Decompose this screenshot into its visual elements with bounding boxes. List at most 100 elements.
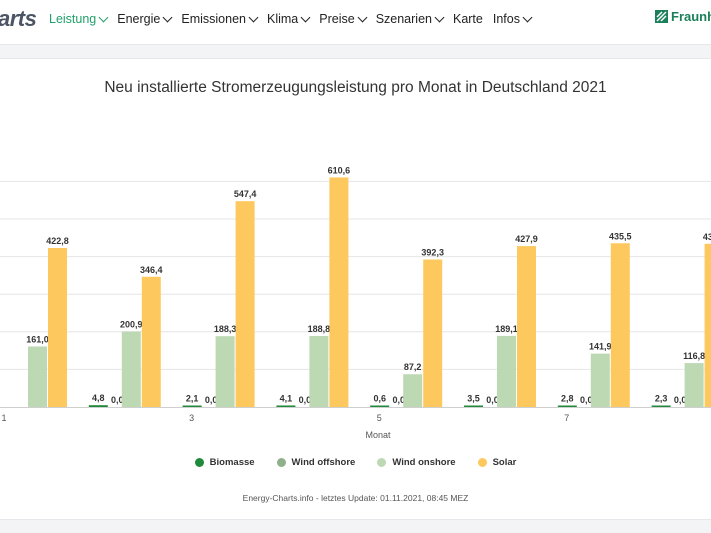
- data-label: 422,8: [46, 236, 69, 246]
- chart-card: Neu installierte Stromerzeugungsleistung…: [0, 58, 711, 520]
- bar-solar[interactable]: [141, 276, 161, 407]
- legend-marker: [194, 458, 204, 467]
- bar-wind-onshore[interactable]: [590, 353, 610, 407]
- data-label: 200,9: [120, 319, 143, 329]
- chevron-down-icon: [98, 12, 109, 23]
- data-label: 87,2: [404, 362, 422, 372]
- bar-wind-onshore[interactable]: [403, 374, 423, 407]
- bar-wind-onshore[interactable]: [121, 331, 141, 407]
- data-label: 0,0: [580, 395, 593, 405]
- data-label: 0,0: [392, 395, 405, 405]
- legend-marker: [477, 458, 487, 467]
- menu-label: Energie: [117, 12, 161, 26]
- bar-biomasse[interactable]: [464, 405, 483, 408]
- chevron-down-icon: [434, 12, 445, 23]
- menu-item-leistung[interactable]: Leistung: [49, 12, 109, 26]
- data-label: 4,8: [92, 393, 105, 403]
- menu-label: Klima: [266, 12, 299, 26]
- legend-item-wind-onshore[interactable]: Wind onshore: [377, 457, 456, 468]
- menu-item-klima[interactable]: Klima: [266, 12, 311, 26]
- legend-item-wind-offshore[interactable]: Wind offshore: [276, 457, 356, 468]
- chart-title: Neu installierte Stromerzeugungsleistung…: [104, 79, 607, 96]
- site-logo[interactable]: arts: [0, 6, 37, 31]
- data-label: 4,1: [280, 393, 293, 403]
- bar-wind-onshore[interactable]: [28, 346, 47, 407]
- bar-solar[interactable]: [48, 248, 67, 407]
- data-label: 0,0: [111, 395, 124, 405]
- menu-item-energie[interactable]: Energie: [117, 12, 173, 26]
- bar-solar[interactable]: [610, 243, 630, 407]
- legend-label: Biomasse: [209, 457, 255, 468]
- bar-solar[interactable]: [423, 259, 443, 407]
- bar-wind-onshore[interactable]: [497, 335, 516, 407]
- data-label: 0,0: [299, 395, 312, 405]
- chevron-down-icon: [357, 12, 368, 23]
- bar-solar[interactable]: [517, 246, 536, 407]
- fraunhofer-icon: [655, 10, 668, 23]
- bar-wind-onshore[interactable]: [215, 336, 235, 407]
- data-label: 188,3: [214, 324, 237, 334]
- data-label: 392,3: [421, 247, 444, 257]
- chevron-down-icon: [162, 12, 173, 23]
- menu-label: Karte: [452, 12, 483, 26]
- data-label: 188,8: [308, 324, 331, 334]
- data-label: 547,4: [234, 189, 257, 199]
- menu-item-infos[interactable]: Infos: [493, 12, 533, 26]
- menu-label: Szenarien: [375, 12, 432, 26]
- menu-item-karte[interactable]: Karte: [453, 12, 483, 26]
- data-label: 0,6: [373, 394, 386, 404]
- bar-wind-onshore[interactable]: [684, 363, 704, 407]
- data-label: 0,0: [674, 395, 687, 405]
- legend-marker: [377, 458, 387, 467]
- data-label: 3,5: [467, 394, 480, 404]
- data-label: 2,1: [186, 394, 199, 404]
- data-label: 0,0: [205, 395, 218, 405]
- x-tick-label: 3: [189, 413, 194, 423]
- bar-biomasse[interactable]: [276, 405, 296, 407]
- menu-item-preise[interactable]: Preise: [319, 12, 368, 26]
- bar-solar[interactable]: [704, 243, 711, 407]
- bar-biomasse[interactable]: [557, 405, 577, 408]
- data-label: 346,4: [140, 265, 163, 275]
- legend-label: Wind onshore: [392, 457, 456, 468]
- data-label: 161,0: [26, 334, 49, 344]
- data-label: 435,5: [609, 231, 632, 241]
- legend-marker: [276, 458, 286, 467]
- x-axis-label: Monat: [365, 430, 391, 440]
- menu-item-emissionen[interactable]: Emissionen: [181, 12, 259, 26]
- data-label: 189,1: [495, 324, 518, 334]
- legend-item-solar[interactable]: Solar: [477, 457, 517, 468]
- data-label: 434,0: [703, 232, 711, 242]
- chevron-down-icon: [300, 12, 311, 23]
- org-name: Fraunh: [671, 9, 711, 24]
- legend-item-biomasse[interactable]: Biomasse: [194, 457, 255, 468]
- data-label: 610,6: [328, 165, 351, 175]
- x-tick-label: 5: [377, 413, 382, 423]
- legend-label: Solar: [492, 457, 517, 468]
- chart-legend: Biomasse Wind offshore Wind onshore Sola…: [0, 457, 711, 468]
- main-menu: Leistung Energie Emissionen Klima Preise…: [49, 12, 541, 26]
- fraunhofer-logo[interactable]: Fraunh: [655, 9, 711, 24]
- data-label: 141,9: [589, 342, 612, 352]
- bar-solar[interactable]: [235, 201, 255, 407]
- data-label: 427,9: [515, 234, 538, 244]
- data-label: 116,8: [683, 351, 705, 361]
- top-navigation-bar: arts Leistung Energie Emissionen Klima P…: [0, 0, 711, 45]
- bar-biomasse[interactable]: [651, 405, 671, 408]
- chevron-down-icon: [522, 12, 533, 23]
- menu-label: Leistung: [49, 12, 97, 26]
- bar-biomasse[interactable]: [370, 405, 390, 408]
- bar-solar[interactable]: [329, 177, 349, 407]
- bar-chart: 4,8 2,1 4,1 0,6 3,5 2,8 2,3 0,0 0,0 0,0 0,0 0,0 0,0 0…: [0, 165, 711, 440]
- bar-biomasse[interactable]: [88, 405, 108, 407]
- data-label: 0,0: [486, 395, 499, 405]
- data-label: 2,3: [655, 394, 668, 404]
- bar-wind-onshore[interactable]: [309, 336, 329, 407]
- menu-label: Emissionen: [181, 12, 246, 26]
- bar-biomasse[interactable]: [182, 405, 202, 408]
- x-tick-label: 7: [564, 413, 569, 423]
- legend-label: Wind offshore: [291, 457, 356, 468]
- x-tick-label: 1: [1, 413, 6, 423]
- menu-item-szenarien[interactable]: Szenarien: [375, 12, 445, 26]
- chevron-down-icon: [248, 12, 259, 23]
